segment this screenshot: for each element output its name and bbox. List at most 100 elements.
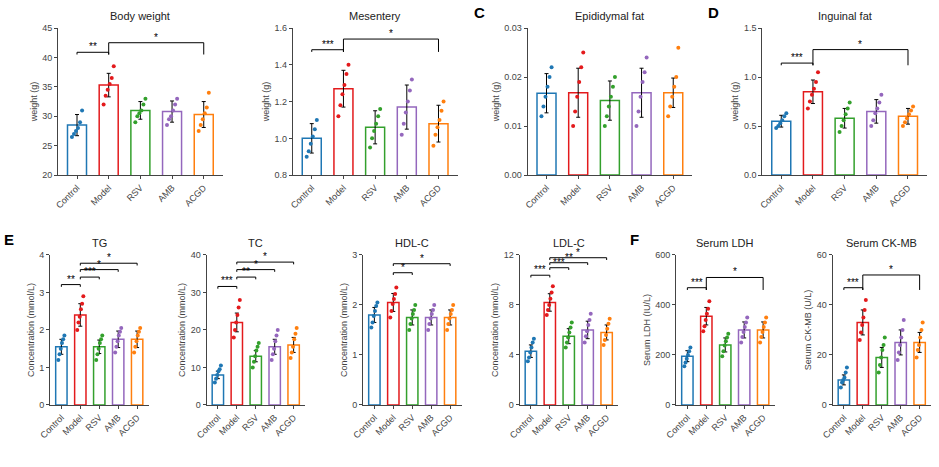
svg-text:0: 0 (665, 400, 670, 410)
svg-text:AMB: AMB (391, 183, 412, 204)
svg-text:0.03: 0.03 (504, 23, 522, 33)
svg-text:ACGD: ACGD (273, 412, 299, 438)
svg-text:2: 2 (39, 325, 44, 335)
svg-text:Control: Control (758, 183, 786, 211)
svg-text:AMB: AMB (258, 413, 279, 434)
svg-text:*: * (576, 247, 580, 258)
svg-text:Concentration (mmol/L): Concentration (mmol/L) (177, 283, 187, 377)
svg-text:***: *** (553, 257, 565, 268)
svg-text:4: 4 (509, 350, 514, 360)
svg-text:25: 25 (42, 141, 52, 151)
svg-text:Control: Control (664, 413, 692, 441)
svg-text:Control: Control (38, 413, 66, 441)
svg-text:600: 600 (655, 250, 670, 260)
svg-text:AMB: AMB (102, 413, 123, 434)
svg-text:*: * (97, 259, 101, 270)
svg-text:Model: Model (843, 413, 867, 437)
svg-text:Model: Model (89, 183, 113, 207)
svg-text:1: 1 (352, 350, 357, 360)
svg-text:**: ** (565, 252, 573, 263)
svg-text:ACGD: ACGD (899, 412, 925, 438)
svg-text:Model: Model (686, 413, 710, 437)
svg-text:*: * (254, 259, 258, 270)
svg-text:RSV: RSV (125, 183, 145, 203)
svg-text:40: 40 (817, 300, 827, 310)
svg-text:1.0: 1.0 (274, 134, 287, 144)
svg-text:***: *** (221, 275, 233, 286)
svg-text:1.2: 1.2 (274, 97, 287, 107)
svg-text:20: 20 (817, 350, 827, 360)
svg-text:*: * (889, 264, 893, 275)
svg-text:RSV: RSV (829, 183, 849, 203)
svg-text:RSV: RSV (240, 413, 260, 433)
svg-text:***: *** (84, 266, 96, 277)
svg-text:40: 40 (42, 53, 52, 63)
svg-text:1.4: 1.4 (274, 60, 287, 70)
svg-text:400: 400 (655, 300, 670, 310)
svg-text:Inguinal fat: Inguinal fat (818, 10, 872, 22)
svg-text:Control: Control (54, 183, 82, 211)
svg-text:*: * (858, 39, 862, 50)
svg-text:Epididymal fat: Epididymal fat (575, 10, 644, 22)
svg-text:ACGD: ACGD (116, 412, 142, 438)
svg-text:*: * (401, 262, 405, 273)
svg-text:3: 3 (39, 288, 44, 298)
svg-text:Model: Model (60, 413, 84, 437)
svg-text:Control: Control (524, 183, 552, 211)
svg-text:AMB: AMB (860, 183, 881, 204)
svg-text:HDL-C: HDL-C (395, 237, 429, 249)
svg-text:45: 45 (42, 23, 52, 33)
svg-text:Control: Control (351, 413, 379, 441)
svg-text:8: 8 (509, 300, 514, 310)
svg-text:*: * (263, 251, 267, 262)
svg-text:20: 20 (42, 170, 52, 180)
svg-text:***: *** (534, 264, 546, 275)
svg-text:Model: Model (373, 413, 397, 437)
svg-text:Model: Model (793, 183, 817, 207)
svg-text:1.0: 1.0 (744, 72, 757, 82)
svg-text:Serum LDH (IU/L): Serum LDH (IU/L) (642, 294, 652, 366)
svg-text:60: 60 (817, 250, 827, 260)
svg-text:RSV: RSV (866, 413, 886, 433)
svg-text:Control: Control (289, 183, 317, 211)
svg-text:2: 2 (352, 300, 357, 310)
svg-text:Serum LDH: Serum LDH (696, 237, 754, 249)
svg-text:Control: Control (195, 413, 223, 441)
svg-text:*: * (733, 266, 737, 277)
svg-text:RSV: RSV (360, 183, 380, 203)
svg-text:Mesentery: Mesentery (349, 10, 401, 22)
svg-text:3: 3 (352, 250, 357, 260)
svg-text:1.6: 1.6 (274, 23, 287, 33)
svg-text:40: 40 (191, 250, 201, 260)
svg-text:AMB: AMB (884, 413, 905, 434)
svg-text:RSV: RSV (397, 413, 417, 433)
svg-text:RSV: RSV (710, 413, 730, 433)
svg-text:1.5: 1.5 (744, 23, 757, 33)
svg-text:AMB: AMB (571, 413, 592, 434)
svg-text:Concentration (mmol/L): Concentration (mmol/L) (339, 283, 349, 377)
svg-text:D: D (708, 4, 719, 21)
svg-text:30: 30 (42, 111, 52, 121)
svg-text:Serum CK-MB: Serum CK-MB (846, 237, 917, 249)
svg-text:***: *** (691, 277, 703, 288)
svg-text:***: *** (791, 52, 803, 63)
svg-text:*: * (420, 253, 424, 264)
svg-text:E: E (4, 231, 14, 248)
svg-text:Control: Control (508, 413, 536, 441)
svg-text:35: 35 (42, 82, 52, 92)
svg-text:C: C (474, 4, 485, 21)
svg-text:**: ** (89, 41, 97, 52)
svg-text:200: 200 (655, 350, 670, 360)
svg-text:1: 1 (39, 363, 44, 373)
svg-text:AMB: AMB (415, 413, 436, 434)
svg-text:0.02: 0.02 (504, 72, 522, 82)
svg-text:TC: TC (248, 237, 263, 249)
svg-text:ACGD: ACGD (742, 412, 768, 438)
svg-text:**: ** (242, 266, 250, 277)
svg-text:***: *** (322, 39, 334, 50)
svg-text:0.8: 0.8 (274, 170, 287, 180)
svg-text:Model: Model (530, 413, 554, 437)
svg-text:0.01: 0.01 (504, 121, 522, 131)
svg-text:0: 0 (39, 400, 44, 410)
svg-text:ACGD: ACGD (429, 412, 455, 438)
